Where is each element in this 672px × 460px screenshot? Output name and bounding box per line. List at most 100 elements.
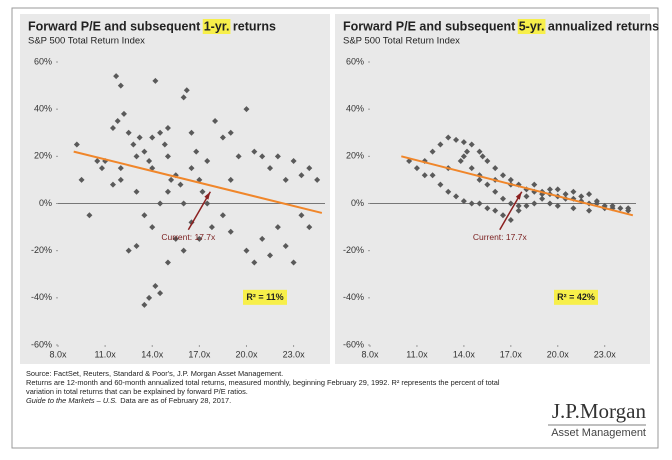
point — [157, 290, 164, 297]
point — [507, 200, 514, 207]
point — [117, 176, 124, 183]
x-tick-label: 14.0x — [453, 349, 476, 359]
y-tick-label: 40% — [34, 104, 52, 114]
panel-subtitle: S&P 500 Total Return Index — [343, 36, 460, 47]
point — [78, 176, 85, 183]
y-tick-label: -20% — [343, 245, 364, 255]
point — [484, 158, 491, 165]
point — [212, 117, 219, 124]
point — [515, 207, 522, 214]
y-tick-label: -20% — [31, 245, 52, 255]
point — [445, 134, 452, 141]
point — [109, 181, 116, 188]
point — [98, 165, 105, 172]
panel-title: Forward P/E and subsequent 1-yr. returns — [28, 19, 276, 33]
point — [125, 247, 132, 254]
date-note: Data are as of February 28, 2017. — [120, 396, 231, 405]
point — [125, 129, 132, 136]
point — [146, 294, 153, 301]
point — [554, 202, 561, 209]
point — [141, 212, 148, 219]
point — [554, 186, 561, 193]
y-tick-label: -40% — [343, 292, 364, 302]
point — [117, 165, 124, 172]
point — [500, 172, 506, 179]
point — [196, 235, 203, 242]
point — [219, 212, 226, 219]
point — [570, 188, 577, 195]
panel: Forward P/E and subsequent 1-yr. returns… — [20, 14, 330, 364]
point — [429, 172, 436, 179]
point — [445, 188, 452, 195]
point — [133, 188, 140, 195]
point — [259, 235, 266, 242]
point — [180, 94, 187, 101]
point — [492, 207, 499, 214]
point — [157, 129, 164, 136]
point — [161, 141, 168, 148]
point — [152, 283, 159, 290]
point — [429, 148, 436, 155]
x-tick-label: 14.0x — [141, 349, 164, 359]
point — [546, 186, 553, 193]
r2-box — [554, 289, 598, 305]
point — [531, 181, 538, 188]
point — [437, 141, 444, 148]
point — [586, 207, 593, 214]
point — [570, 205, 577, 212]
point — [562, 191, 569, 198]
point — [476, 148, 483, 155]
arrow-head — [515, 191, 522, 200]
point — [164, 153, 171, 160]
point — [476, 176, 483, 183]
point — [306, 224, 313, 231]
y-tick-label: 40% — [346, 104, 364, 114]
brand-sub: Asset Management — [551, 427, 646, 439]
x-tick-label: 23.0x — [594, 349, 617, 359]
point — [593, 198, 600, 205]
note: Returns are 12-month and 60-month annual… — [26, 378, 500, 387]
point — [464, 148, 471, 155]
point — [73, 141, 80, 148]
panel-background — [20, 14, 330, 364]
x-tick-label: 23.0x — [283, 349, 306, 359]
point — [586, 191, 593, 198]
point — [479, 153, 486, 160]
x-tick-label: 11.0x — [94, 349, 116, 359]
point — [130, 141, 137, 148]
point — [172, 235, 179, 242]
point — [460, 198, 467, 205]
point — [460, 139, 467, 146]
point — [546, 200, 553, 207]
point — [453, 136, 460, 143]
annotation: Current: 17.7x — [473, 232, 528, 242]
point — [227, 129, 234, 136]
point — [188, 129, 195, 136]
y-tick-label: 0% — [39, 198, 52, 208]
point — [523, 202, 530, 209]
point — [86, 212, 93, 219]
point — [146, 158, 153, 165]
x-tick-label: 17.0x — [500, 349, 523, 359]
point — [507, 176, 514, 183]
point — [267, 252, 274, 259]
x-tick-label: 17.0x — [188, 349, 211, 359]
panel: Forward P/E and subsequent 5-yr. annuali… — [335, 14, 659, 364]
arrow-head — [204, 191, 211, 200]
note: variation in total returns that can be e… — [26, 387, 248, 396]
point — [500, 212, 506, 219]
r2-label: R² = 42% — [557, 292, 595, 302]
point — [507, 217, 514, 224]
point — [180, 247, 187, 254]
point — [235, 153, 242, 160]
point — [460, 153, 467, 160]
point — [437, 181, 444, 188]
point — [515, 202, 522, 209]
y-tick-label: 60% — [346, 56, 364, 66]
x-tick-label: 20.0x — [547, 349, 570, 359]
point — [157, 200, 164, 207]
x-tick-label: 20.0x — [235, 349, 258, 359]
point — [267, 165, 274, 172]
point — [625, 205, 632, 212]
point — [180, 200, 187, 207]
